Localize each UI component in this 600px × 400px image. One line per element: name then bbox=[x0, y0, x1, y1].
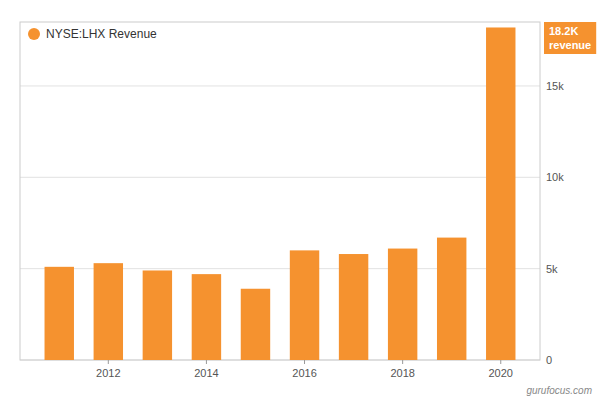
x-tick bbox=[402, 360, 403, 364]
bar bbox=[143, 270, 172, 360]
x-tick bbox=[108, 360, 109, 364]
bar bbox=[486, 27, 515, 360]
x-tick bbox=[500, 360, 501, 364]
legend-marker bbox=[28, 28, 40, 40]
bar bbox=[437, 238, 466, 360]
bar bbox=[290, 250, 319, 360]
y-tick-label: 5k bbox=[546, 263, 558, 275]
annotation: revenue bbox=[549, 39, 591, 51]
x-tick-label: 2016 bbox=[292, 367, 316, 379]
bar bbox=[192, 274, 221, 360]
x-tick bbox=[304, 360, 305, 364]
chart-container: 0 5k 10k 15k 2012 2014 2016 2018 2020 NYSE:LHX Re… bbox=[0, 0, 600, 400]
y-tick-label: 0 bbox=[546, 354, 552, 366]
x-tick-label: 2014 bbox=[194, 367, 218, 379]
chart-svg: 0 5k 10k 15k 2012 2014 2016 2018 2020 NYSE:LHX Re… bbox=[0, 0, 600, 400]
annotation-box bbox=[544, 22, 596, 54]
plot-frame bbox=[20, 22, 540, 360]
watermark: gurufocus.com bbox=[526, 385, 592, 396]
grid-line bbox=[20, 177, 540, 178]
grid-line bbox=[20, 85, 540, 86]
bar bbox=[45, 267, 74, 360]
y-tick-label: 10k bbox=[546, 171, 564, 183]
bar bbox=[339, 254, 368, 360]
bar bbox=[241, 289, 270, 360]
bar bbox=[94, 263, 123, 360]
x-tick-label: 2020 bbox=[489, 367, 513, 379]
bars bbox=[45, 27, 516, 360]
legend: NYSE:LHX Revenue bbox=[28, 27, 157, 41]
legend-label: NYSE:LHX Revenue bbox=[46, 27, 157, 41]
x-tick bbox=[206, 360, 207, 364]
x-tick-label: 2012 bbox=[96, 367, 120, 379]
bar bbox=[388, 249, 417, 360]
y-tick-label: 15k bbox=[546, 80, 564, 92]
x-tick-label: 2018 bbox=[390, 367, 414, 379]
annotation: 18.2K bbox=[549, 25, 578, 37]
